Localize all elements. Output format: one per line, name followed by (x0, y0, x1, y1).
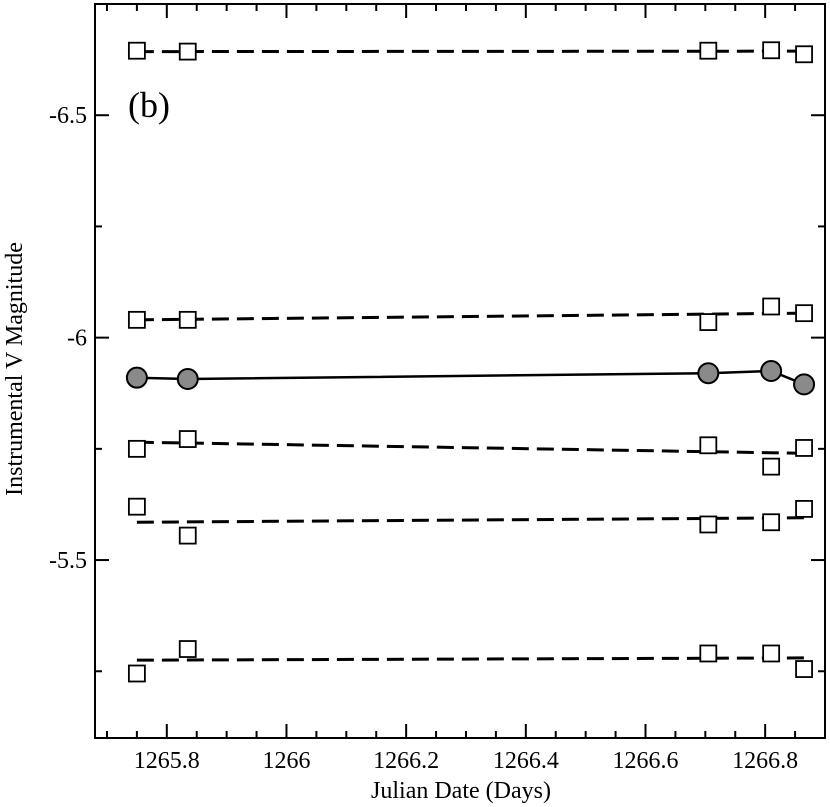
data-point-square (762, 644, 781, 663)
y-tick-label: -6.5 (49, 103, 87, 129)
y-tick-label: -6 (67, 326, 87, 352)
fit-line-series-6 (136, 656, 805, 662)
data-point-square (795, 439, 813, 457)
data-point-square (795, 500, 813, 518)
data-point-square (699, 644, 718, 663)
data-point-square (178, 526, 197, 545)
data-point-square (762, 457, 781, 476)
data-point-square (178, 310, 197, 329)
data-point-square (178, 430, 197, 448)
data-point-circle (793, 373, 816, 396)
axes: 1265.8 1266 1266.2 1266.4 1266.6 1266.8 -6.5 -6… (49, 3, 826, 774)
x-tick-label: 1266.6 (612, 748, 678, 774)
x-tick-label: 1266.4 (493, 748, 559, 774)
data-point-square (699, 41, 718, 60)
data-point-square (178, 640, 197, 658)
fit-line-series-2 (136, 311, 805, 322)
data-point-square (178, 42, 197, 61)
data-point-square (127, 310, 146, 329)
x-tick-label: 1266.2 (373, 748, 439, 774)
data-point-square (762, 513, 781, 532)
x-axis-label: Julian Date (Days) (371, 778, 551, 804)
data-point-square (699, 436, 718, 455)
data-point-square (127, 664, 146, 683)
fit-line-series-4 (136, 440, 805, 455)
data-point-circle (125, 366, 148, 389)
data-point-square (699, 515, 718, 534)
x-tick-label: 1265.8 (134, 748, 200, 774)
data-point-circle (176, 368, 199, 391)
data-point-square (795, 45, 813, 64)
data-point-square (127, 497, 146, 516)
panel-label: (b) (128, 85, 170, 125)
data-point-square (795, 660, 813, 678)
y-axis-label: Instrumental V Magnitude (2, 242, 28, 496)
data-point-circle (760, 360, 783, 382)
data-point-square (762, 297, 781, 316)
data-point-square (795, 304, 813, 323)
series-lines (136, 49, 805, 662)
fit-line-series-5 (136, 516, 805, 524)
data-point-square (762, 41, 781, 60)
y-tick-label: -5.5 (49, 548, 87, 574)
x-tick-label: 1266.8 (732, 748, 798, 774)
plot-frame (94, 3, 826, 739)
data-point-square (127, 439, 146, 458)
data-point-square (127, 41, 146, 60)
data-point-circle (697, 362, 720, 385)
data-point-square (699, 313, 718, 331)
x-tick-label: 1266 (262, 748, 310, 774)
series-markers (125, 41, 816, 683)
